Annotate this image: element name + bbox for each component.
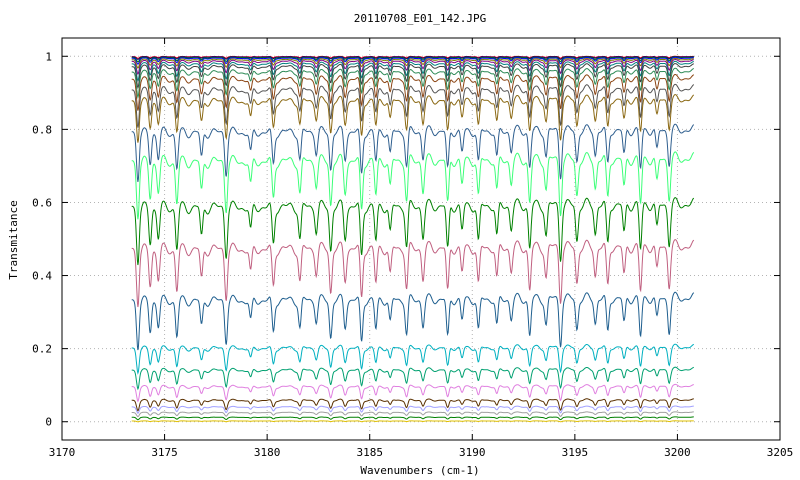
plot-frame xyxy=(61,37,781,441)
series-line-10 xyxy=(131,83,695,128)
series-line-1 xyxy=(131,56,694,60)
series-line-21 xyxy=(131,405,694,414)
series-line-14 xyxy=(131,197,695,266)
x-axis-label: Wavenumbers (cm-1) xyxy=(360,464,479,477)
series-line-17 xyxy=(131,343,694,375)
series-line-20 xyxy=(131,398,694,412)
y-tick-label: 1 xyxy=(45,50,52,63)
x-tick-label: 3170 xyxy=(49,446,76,459)
series-line-7 xyxy=(131,63,694,90)
y-tick-label: 0.8 xyxy=(32,123,52,136)
x-tick-label: 3180 xyxy=(254,446,281,459)
x-tick-label: 3175 xyxy=(151,446,178,459)
series-line-19 xyxy=(131,383,694,403)
series-line-18 xyxy=(131,366,694,391)
series-line-12 xyxy=(131,123,695,182)
series-line-8 xyxy=(131,67,694,99)
y-tick-label: 0.4 xyxy=(32,270,52,283)
series-line-15 xyxy=(131,239,695,308)
series-line-3 xyxy=(131,56,694,65)
series-group xyxy=(131,55,695,423)
series-line-5 xyxy=(131,58,694,75)
x-tick-label: 3185 xyxy=(356,446,383,459)
series-line-9 xyxy=(131,74,695,111)
y-tick-label: 0 xyxy=(45,416,52,429)
grid xyxy=(62,38,780,440)
series-line-22 xyxy=(131,411,694,418)
x-tick-label: 3195 xyxy=(562,446,589,459)
series-line-24 xyxy=(131,420,694,423)
series-line-23 xyxy=(131,416,694,421)
series-line-2 xyxy=(131,56,694,63)
y-tick-label: 0.6 xyxy=(32,196,52,209)
series-line-6 xyxy=(131,60,694,82)
x-tick-label: 3190 xyxy=(459,446,486,459)
x-tick-label: 3200 xyxy=(664,446,691,459)
ticks: 3170 3175 3180 3185 3190 3195 3200 3205 0 0.2 0.4 0… xyxy=(32,38,793,459)
series-line-11 xyxy=(131,94,695,143)
x-tick-label: 3205 xyxy=(767,446,794,459)
series-line-13 xyxy=(131,151,695,220)
y-tick-label: 0.2 xyxy=(32,343,52,356)
y-axis-label: Transmitance xyxy=(7,200,20,279)
series-line-4 xyxy=(131,57,694,69)
chart-title: 20110708_E01_142.JPG xyxy=(354,12,486,25)
series-line-16 xyxy=(131,291,695,351)
